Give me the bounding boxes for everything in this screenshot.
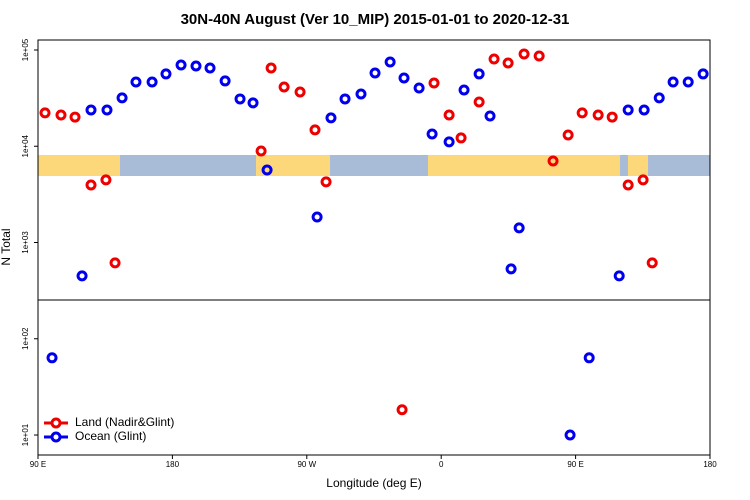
land-band [628, 155, 648, 176]
point [320, 176, 332, 188]
x-tick-label: 180 [166, 460, 180, 469]
point [109, 257, 121, 269]
point [339, 93, 351, 105]
point [204, 62, 216, 74]
point [384, 56, 396, 68]
point [294, 86, 306, 98]
y-axis-label: N Total [0, 228, 13, 265]
chart-title: 30N-40N August (Ver 10_MIP) 2015-01-01 t… [181, 11, 570, 28]
point [518, 48, 530, 60]
legend-marker [50, 417, 62, 429]
point [564, 429, 576, 441]
x-tick-label: 0 [439, 460, 444, 469]
y-tick-label: 1e+01 [21, 423, 30, 446]
point [261, 164, 273, 176]
point [682, 76, 694, 88]
point [488, 53, 500, 65]
point [130, 76, 142, 88]
point [428, 77, 440, 89]
point [255, 145, 267, 157]
point [146, 76, 158, 88]
point [247, 97, 259, 109]
point [653, 92, 665, 104]
point [455, 132, 467, 144]
point [46, 352, 58, 364]
land-band [256, 155, 330, 176]
point [513, 222, 525, 234]
point [69, 111, 81, 123]
x-axis-label: Longitude (deg E) [326, 476, 421, 490]
point [413, 82, 425, 94]
point [458, 84, 470, 96]
point [502, 57, 514, 69]
x-tick-label: 90 W [297, 460, 316, 469]
legend-marker [50, 431, 62, 443]
point [484, 110, 496, 122]
point [190, 60, 202, 72]
point [646, 257, 658, 269]
point [547, 155, 559, 167]
point [613, 270, 625, 282]
point [505, 263, 517, 275]
point [637, 174, 649, 186]
point [55, 109, 67, 121]
point [592, 109, 604, 121]
point [533, 50, 545, 62]
point [667, 76, 679, 88]
point [39, 107, 51, 119]
legend-label: Land (Nadir&Glint) [75, 415, 174, 429]
point [265, 62, 277, 74]
point [606, 111, 618, 123]
point [562, 129, 574, 141]
point [160, 68, 172, 80]
point [311, 211, 323, 223]
point [369, 67, 381, 79]
point [473, 68, 485, 80]
point [697, 68, 709, 80]
y-tick-label: 1e+03 [21, 231, 30, 254]
point [85, 104, 97, 116]
y-tick-label: 1e+04 [21, 134, 30, 157]
x-tick-label: 90 E [567, 460, 583, 469]
point [396, 404, 408, 416]
point [76, 270, 88, 282]
point [622, 104, 634, 116]
point [398, 72, 410, 84]
point [576, 107, 588, 119]
plot-frame [37, 39, 711, 456]
legend-label: Ocean (Glint) [75, 429, 146, 443]
point [116, 92, 128, 104]
land-band [428, 155, 620, 176]
point [355, 88, 367, 100]
point [219, 75, 231, 87]
point [234, 93, 246, 105]
point [638, 104, 650, 116]
point [278, 81, 290, 93]
x-tick-label: 90 E [30, 460, 46, 469]
point [443, 109, 455, 121]
point [473, 96, 485, 108]
point [583, 352, 595, 364]
point [426, 128, 438, 140]
point [309, 124, 321, 136]
y-tick-label: 1e+05 [21, 38, 30, 61]
map-band [38, 155, 710, 176]
land-band [38, 155, 120, 176]
point [175, 59, 187, 71]
y-tick-label: 1e+02 [21, 327, 30, 350]
point [100, 174, 112, 186]
point [85, 179, 97, 191]
point [325, 112, 337, 124]
point [101, 104, 113, 116]
point [443, 136, 455, 148]
point [622, 179, 634, 191]
x-tick-label: 180 [703, 460, 717, 469]
